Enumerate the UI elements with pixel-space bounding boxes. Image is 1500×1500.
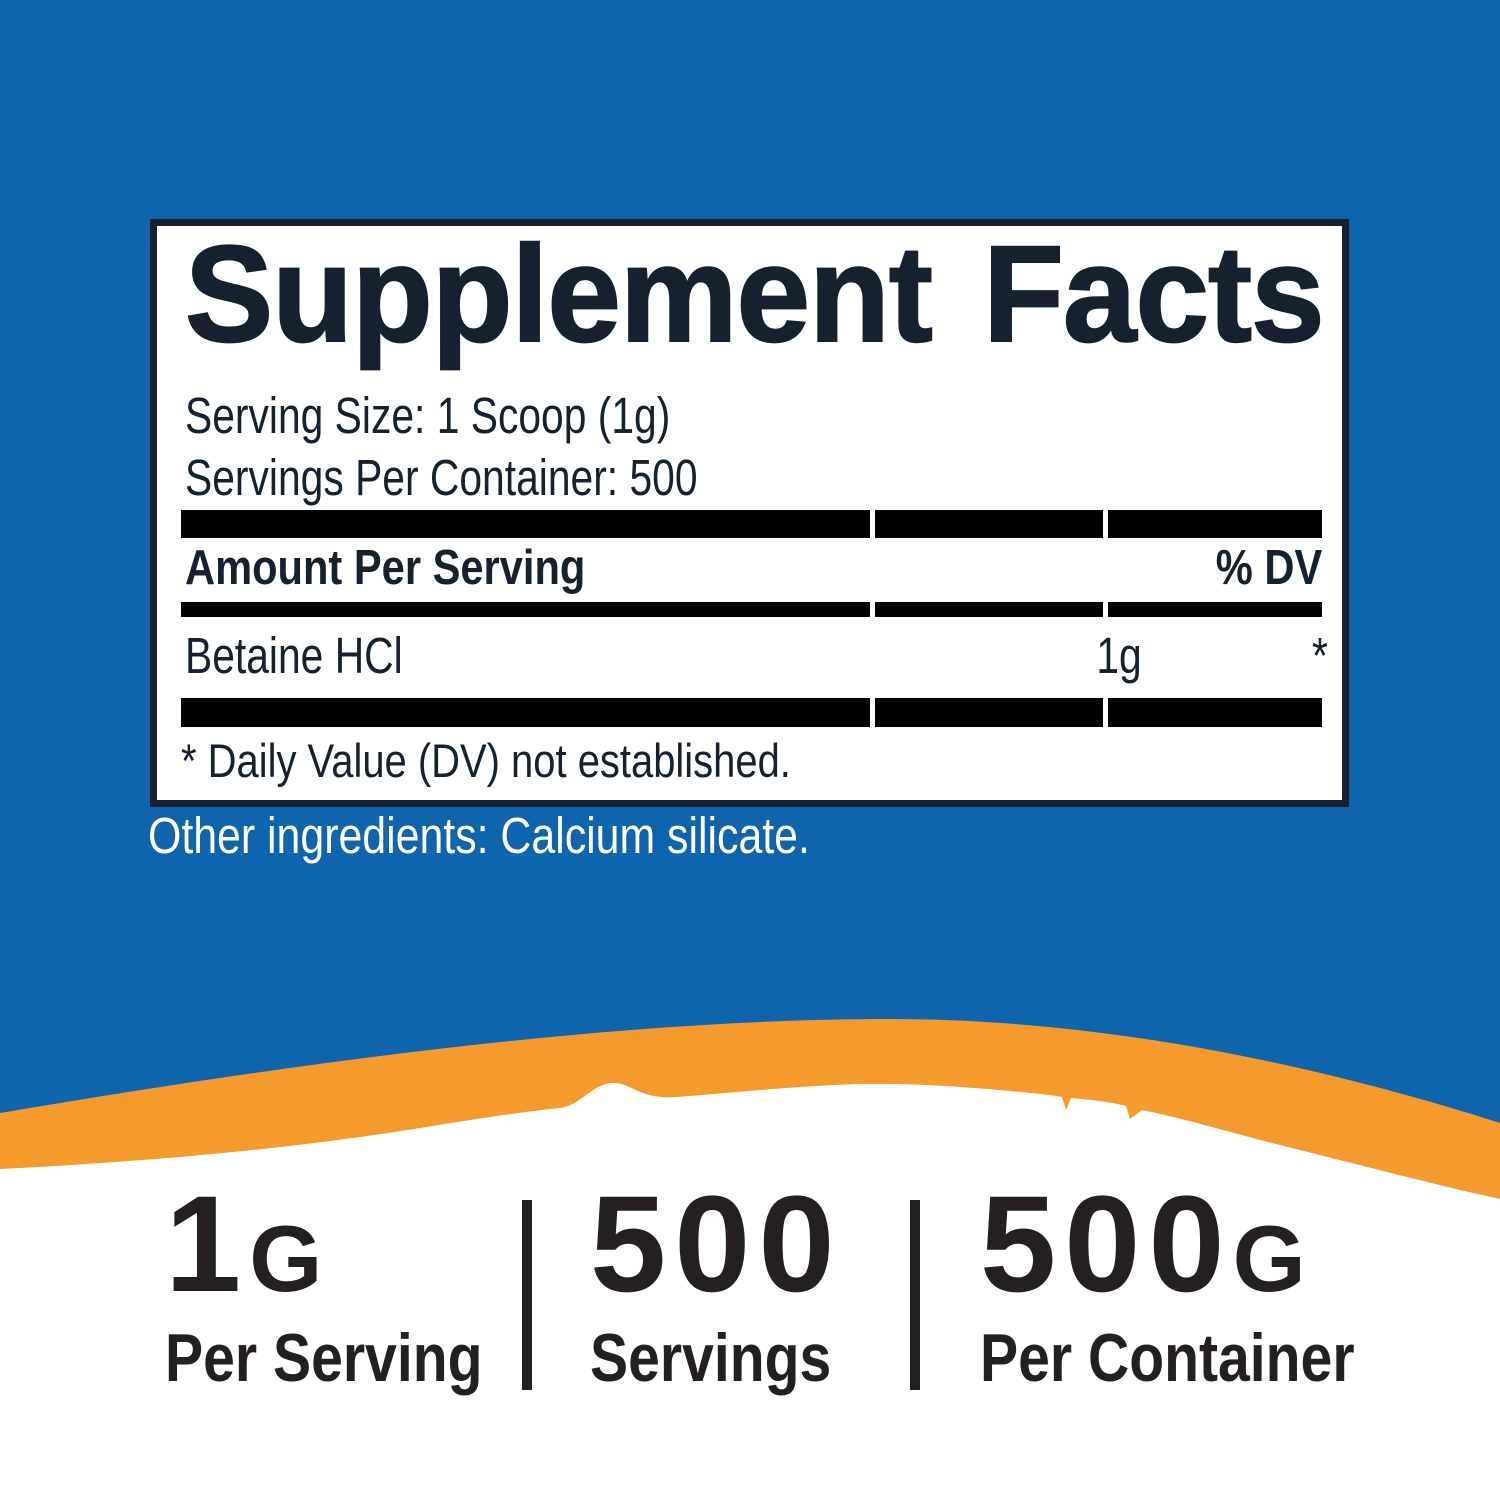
amount-per-serving-header: Amount Per Serving [185, 541, 586, 595]
separator-bar-middle [181, 602, 1322, 617]
stat-per-container-label: Per Container [980, 1320, 1355, 1396]
bar-column-gap [1103, 698, 1108, 727]
bar-column-gap [870, 602, 875, 617]
stat-servings-value: 500 [590, 1176, 843, 1313]
ingredient-name: Betaine HCl [185, 627, 403, 684]
stat-per-serving-label: Per Serving [165, 1320, 483, 1396]
ingredient-amount: 1g [1096, 627, 1142, 684]
bar-column-gap [1103, 602, 1108, 617]
stats-divider [522, 1200, 532, 1390]
stat-unit: G [1232, 1206, 1308, 1311]
stat-per-serving-value: 1G [165, 1176, 324, 1313]
separator-bar-bottom [181, 698, 1322, 727]
stats-divider [910, 1200, 920, 1390]
bar-column-gap [870, 510, 875, 538]
bar-column-gap [870, 698, 875, 727]
stat-servings-label: Servings [590, 1320, 832, 1396]
other-ingredients-line: Other ingredients: Calcium silicate. [148, 807, 810, 864]
separator-bar-top [181, 510, 1322, 538]
bar-column-gap [1103, 510, 1108, 538]
stat-value: 1 [165, 1168, 250, 1321]
daily-value-footnote: * Daily Value (DV) not established. [181, 734, 791, 787]
stat-unit: G [249, 1206, 325, 1311]
white-brush-area [0, 1082, 1500, 1500]
dv-header: % DV [1215, 541, 1322, 595]
servings-per-container-line: Servings Per Container: 500 [185, 449, 698, 506]
panel-title: Supplement Facts [184, 218, 1326, 371]
stat-per-container-value: 500G [980, 1176, 1308, 1313]
stat-value: 500 [590, 1168, 843, 1321]
ingredient-dv-asterisk: * [1312, 627, 1328, 684]
stat-value: 500 [980, 1168, 1233, 1321]
serving-size-line: Serving Size: 1 Scoop (1g) [185, 387, 671, 444]
